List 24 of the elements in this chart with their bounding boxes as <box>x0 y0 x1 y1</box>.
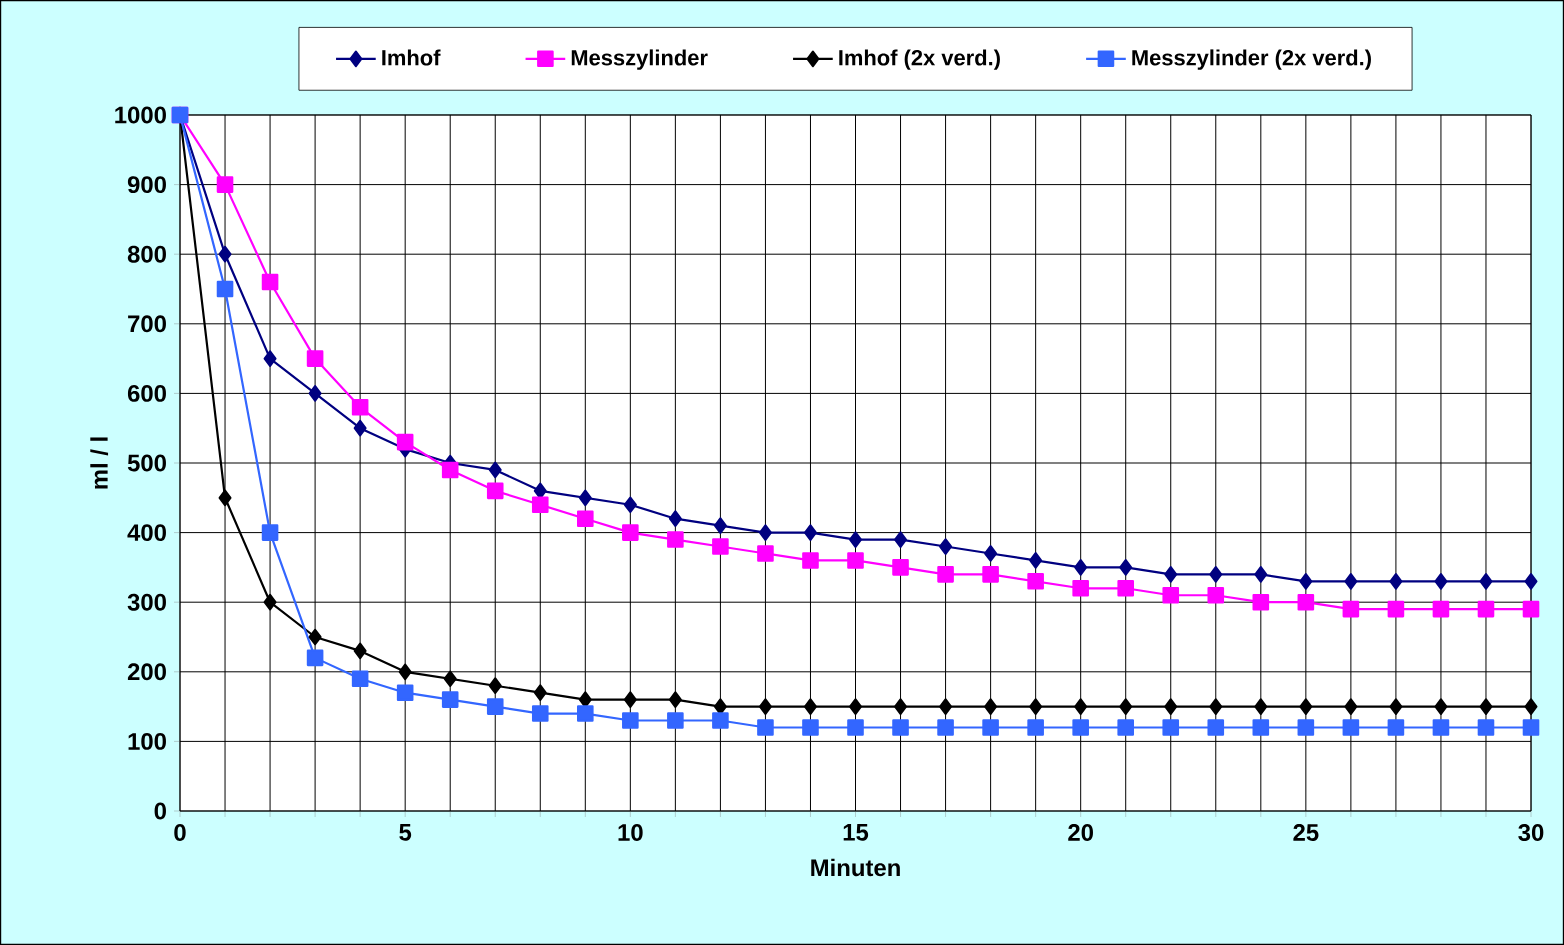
y-axis-title: ml / l <box>90 437 109 489</box>
y-tick-label: 500 <box>127 454 166 472</box>
x-tick-label: 20 <box>1068 824 1093 841</box>
y-tick-label: 300 <box>127 593 166 611</box>
y-tick-label: 800 <box>127 245 166 263</box>
y-tick-label: 200 <box>127 663 166 681</box>
legend-label: Imhof (2x verd.) <box>839 49 1000 70</box>
x-tick-label: 0 <box>174 824 186 841</box>
y-tick-label: 700 <box>128 315 166 333</box>
x-tick-label: 15 <box>843 824 869 841</box>
y-tick-label: 1000 <box>115 106 166 124</box>
y-tick-label: 900 <box>127 176 166 194</box>
y-tick-label: 600 <box>127 384 166 402</box>
x-tick-label: 25 <box>1293 824 1319 841</box>
legend-label: Messzylinder (2x verd.) <box>1132 49 1371 70</box>
y-tick-label: 0 <box>154 802 166 820</box>
x-tick-label: 30 <box>1518 824 1544 842</box>
legend-label: Imhof <box>382 49 441 66</box>
x-axis-title: Minuten <box>811 858 900 877</box>
y-tick-label: 400 <box>127 524 166 542</box>
x-tick-label: 10 <box>618 824 643 841</box>
y-tick-label: 100 <box>128 732 166 750</box>
x-tick-label: 5 <box>399 824 412 841</box>
legend-label: Messzylinder <box>571 49 708 70</box>
